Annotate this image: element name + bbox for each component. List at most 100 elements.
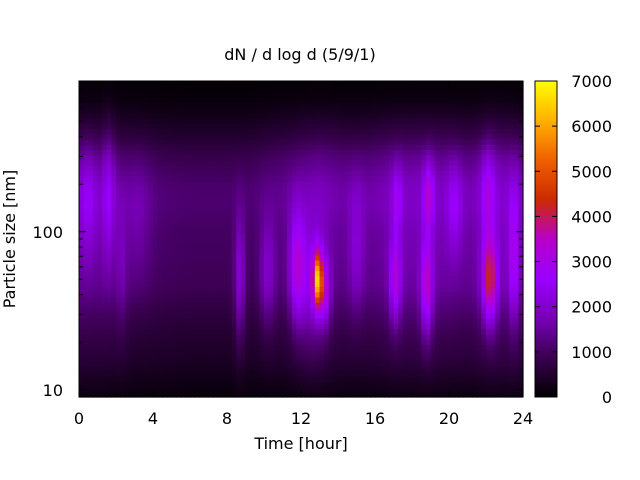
- heatmap-cell: [88, 391, 94, 398]
- heatmap-cell: [245, 386, 251, 393]
- heatmap-cell: [439, 254, 445, 261]
- heatmap-cell: [236, 254, 242, 261]
- heatmap-cell: [148, 265, 154, 272]
- heatmap-cell: [356, 212, 362, 219]
- heatmap-cell: [282, 296, 288, 303]
- heatmap-cell: [430, 186, 436, 193]
- heatmap-cell: [166, 391, 173, 398]
- heatmap-cell: [190, 260, 196, 266]
- heatmap-cell: [250, 333, 256, 340]
- heatmap-cell: [157, 265, 163, 272]
- heatmap-cell: [324, 365, 330, 372]
- heatmap-cell: [347, 165, 353, 172]
- heatmap-cell: [402, 138, 408, 145]
- heatmap-cell: [166, 265, 173, 272]
- heatmap-cell: [268, 318, 274, 324]
- heatmap-cell: [106, 349, 112, 356]
- heatmap-cell: [268, 202, 274, 208]
- heatmap-cell: [449, 117, 455, 124]
- heatmap-cell: [250, 202, 256, 208]
- heatmap-cell: [370, 386, 376, 393]
- heatmap-cell: [180, 133, 186, 140]
- heatmap-cell: [227, 233, 233, 240]
- heatmap-cell: [277, 81, 284, 87]
- heatmap-cell: [458, 228, 464, 235]
- heatmap-cell: [324, 339, 330, 345]
- heatmap-cell: [92, 244, 99, 251]
- heatmap-cell: [208, 365, 214, 372]
- heatmap-cell: [421, 275, 427, 282]
- heatmap-cell: [153, 365, 159, 372]
- heatmap-cell: [245, 123, 251, 129]
- heatmap-cell: [120, 349, 126, 356]
- heatmap-cell: [102, 117, 108, 124]
- heatmap-cell: [384, 170, 390, 177]
- heatmap-cell: [208, 81, 214, 87]
- heatmap-cell: [379, 260, 385, 266]
- heatmap-cell: [328, 260, 334, 266]
- heatmap-cell: [439, 228, 445, 235]
- heatmap-cell: [291, 296, 297, 303]
- heatmap-cell: [291, 318, 297, 324]
- heatmap-cell: [240, 207, 247, 214]
- heatmap-cell: [356, 349, 362, 356]
- heatmap-cell: [162, 165, 168, 172]
- heatmap-cell: [213, 212, 219, 219]
- heatmap-cell: [245, 160, 251, 166]
- heatmap-cell: [92, 128, 99, 135]
- heatmap-cell: [129, 107, 136, 114]
- heatmap-cell: [166, 175, 173, 182]
- heatmap-cell: [277, 349, 284, 356]
- heatmap-cell: [120, 323, 126, 330]
- heatmap-cell: [157, 96, 163, 103]
- heatmap-cell: [402, 149, 408, 156]
- heatmap-cell: [365, 323, 371, 330]
- heatmap-cell: [250, 296, 256, 303]
- heatmap-cell: [416, 365, 422, 372]
- heatmap-cell: [305, 265, 311, 272]
- heatmap-cell: [208, 270, 214, 277]
- heatmap-cell: [148, 307, 154, 314]
- heatmap-cell: [116, 391, 122, 398]
- heatmap-cell: [384, 386, 390, 393]
- heatmap-cell: [407, 207, 413, 214]
- heatmap-cell: [143, 123, 149, 129]
- heatmap-cell: [129, 154, 136, 161]
- heatmap-cell: [287, 339, 293, 345]
- heatmap-cell: [310, 265, 316, 272]
- heatmap-cell: [92, 102, 99, 108]
- heatmap-cell: [333, 344, 339, 351]
- heatmap-cell: [351, 181, 358, 187]
- heatmap-cell: [111, 381, 117, 388]
- heatmap-cell: [301, 381, 307, 388]
- heatmap-cell: [153, 344, 159, 351]
- heatmap-cell: [153, 239, 159, 245]
- heatmap-cell: [305, 260, 311, 266]
- heatmap-cell: [245, 91, 251, 98]
- heatmap-cell: [79, 318, 85, 324]
- heatmap-cell: [421, 249, 427, 256]
- heatmap-cell: [213, 228, 219, 235]
- heatmap-cell: [190, 196, 196, 203]
- heatmap-cell: [268, 170, 274, 177]
- heatmap-cell: [268, 233, 274, 240]
- heatmap-cell: [416, 212, 422, 219]
- heatmap-cell: [462, 333, 469, 340]
- heatmap-cell: [227, 102, 233, 108]
- heatmap-cell: [407, 244, 413, 251]
- heatmap-cell: [379, 323, 385, 330]
- heatmap-cell: [453, 307, 459, 314]
- heatmap-cell: [217, 323, 223, 330]
- heatmap-cell: [92, 81, 99, 87]
- heatmap-cell: [83, 281, 89, 287]
- heatmap-cell: [129, 265, 136, 272]
- heatmap-cell: [379, 291, 385, 298]
- heatmap-cell: [166, 333, 173, 340]
- heatmap-cell: [273, 149, 279, 156]
- heatmap-cell: [287, 239, 293, 245]
- heatmap-cell: [453, 249, 459, 256]
- heatmap-cell: [259, 286, 265, 293]
- heatmap-cell: [268, 344, 274, 351]
- heatmap-cell: [185, 307, 191, 314]
- heatmap-cell: [102, 186, 108, 193]
